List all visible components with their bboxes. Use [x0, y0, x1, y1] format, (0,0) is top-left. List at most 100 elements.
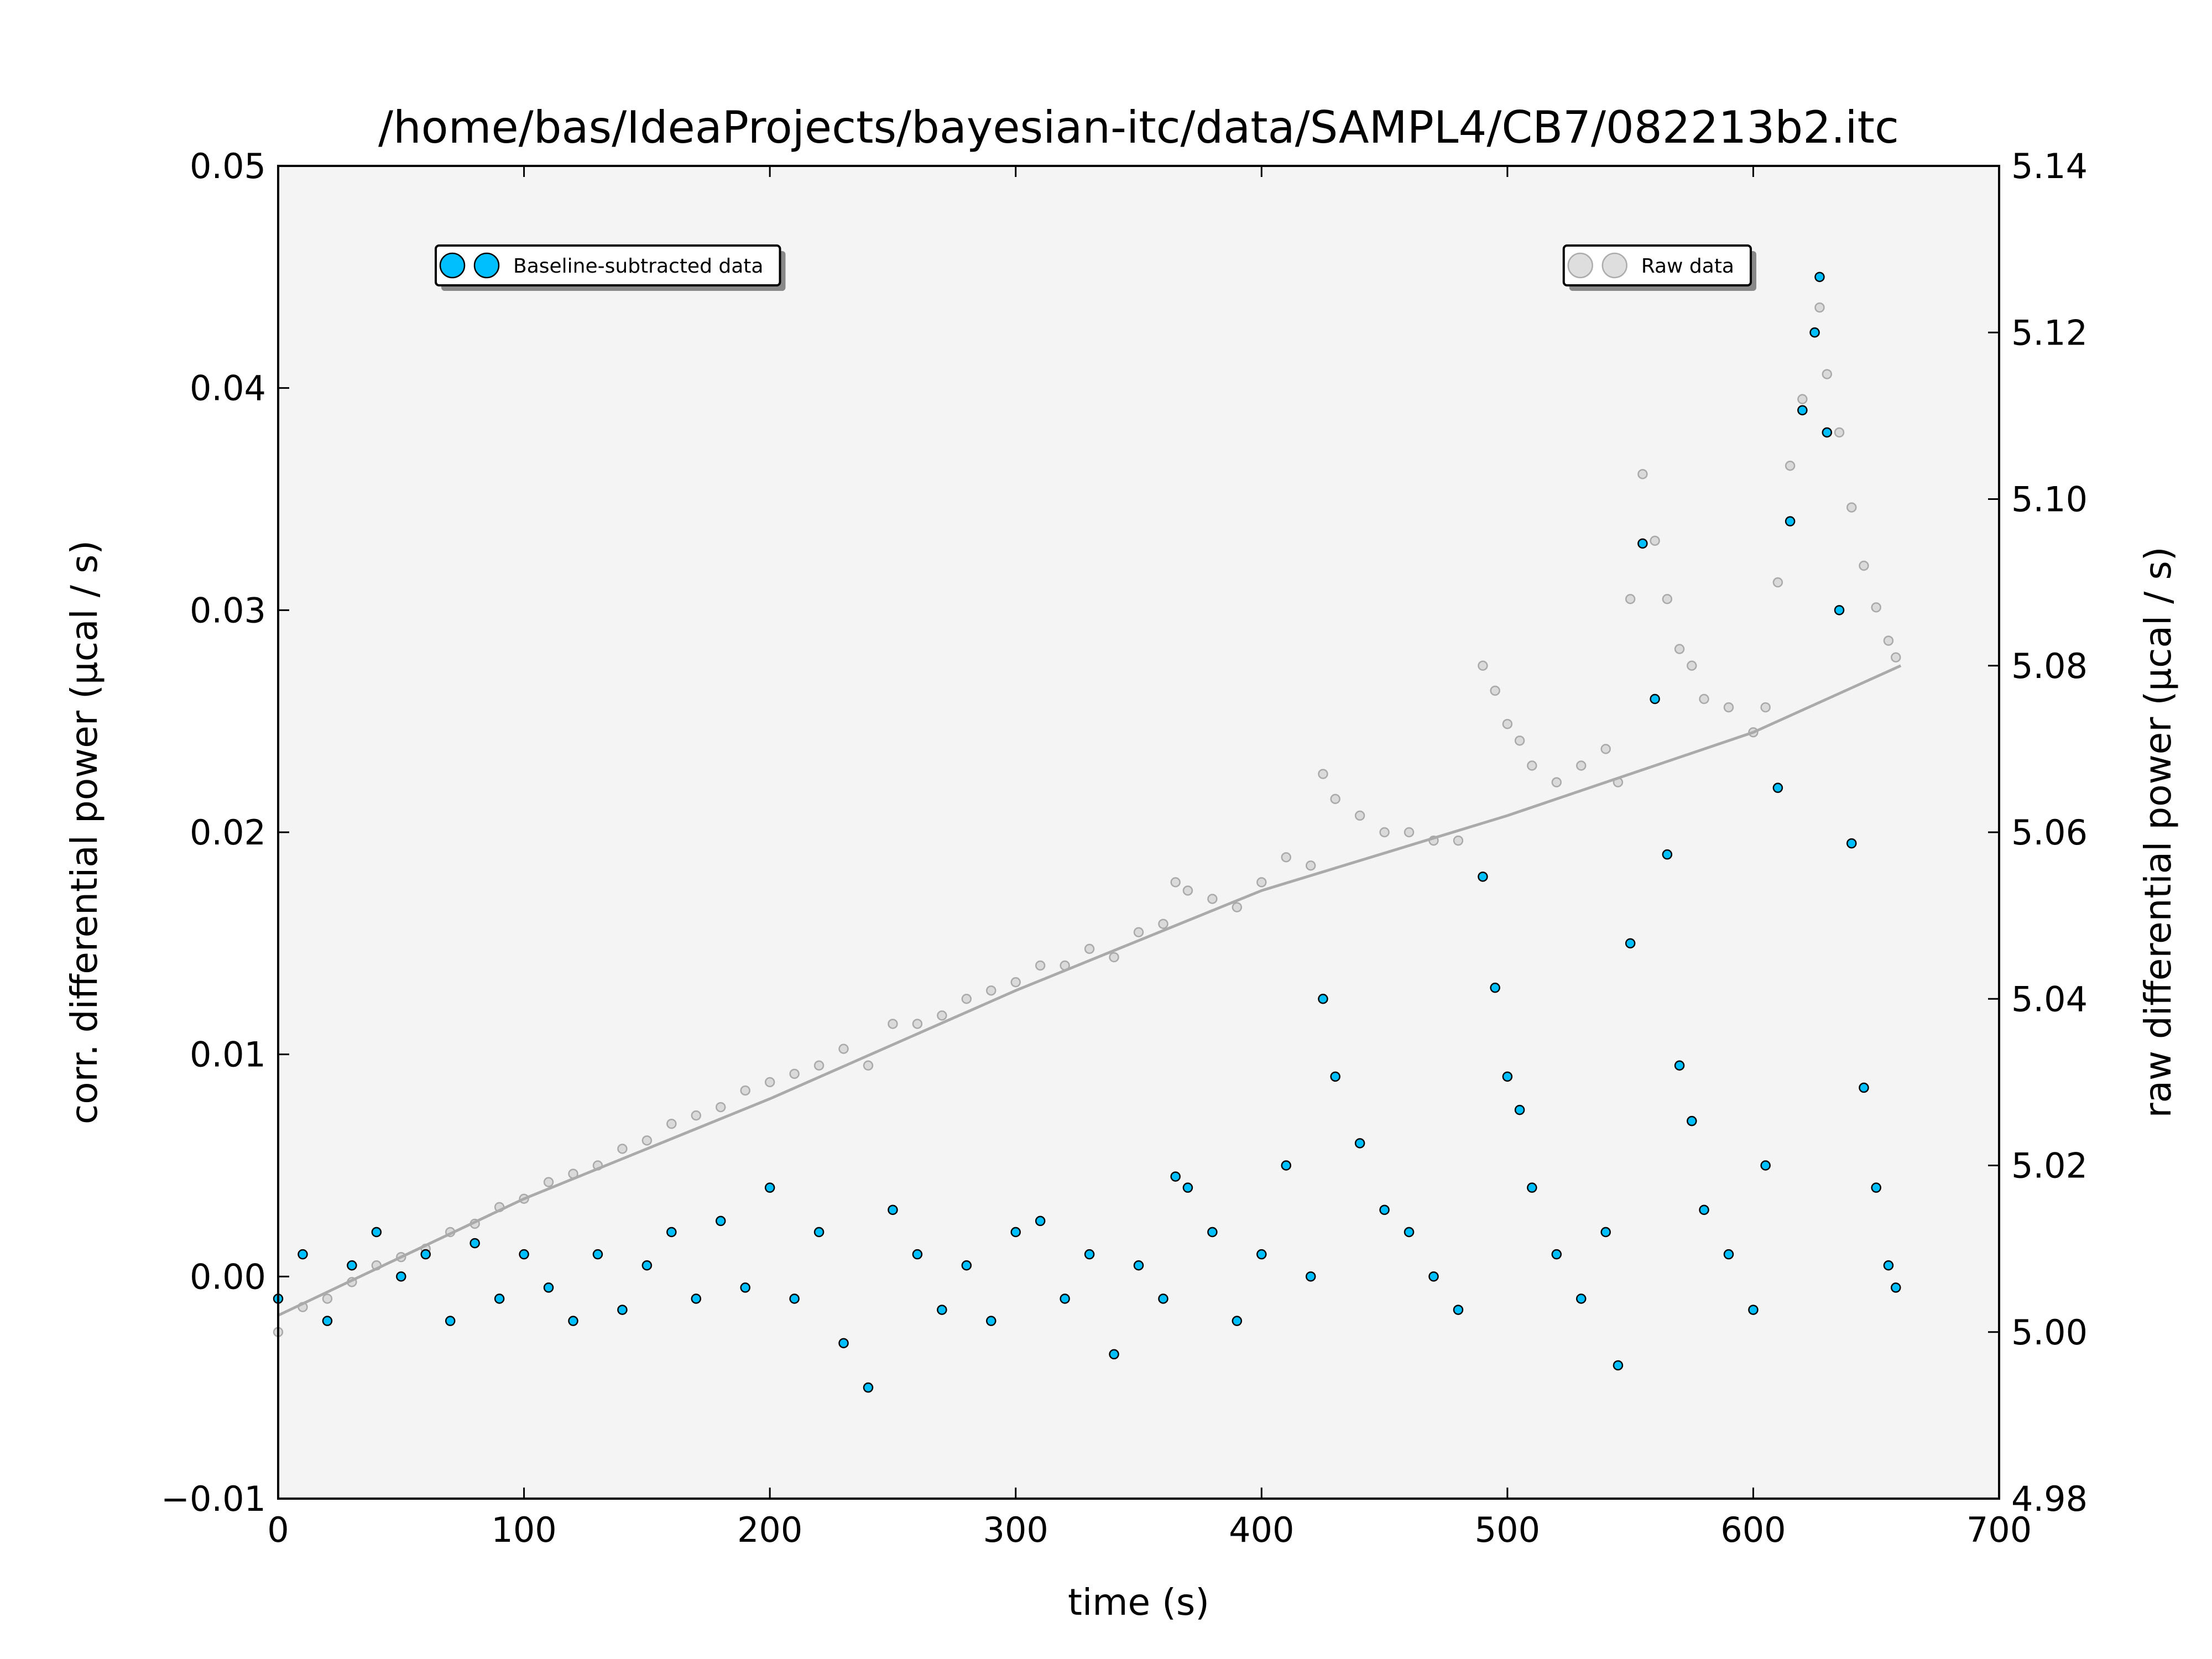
data-point: [1600, 744, 1611, 754]
y2-tick-label: 5.04: [2011, 979, 2088, 1019]
data-point: [1010, 977, 1021, 988]
data-point: [1575, 1293, 1587, 1304]
data-point: [1551, 1249, 1562, 1260]
data-point: [1637, 469, 1648, 479]
y-axis-label: corr. differential power (μcal / s): [63, 540, 106, 1124]
plot-frame: [277, 165, 2000, 1500]
data-point: [420, 1249, 431, 1260]
data-point: [1527, 760, 1537, 771]
data-point: [813, 1060, 825, 1071]
data-point: [789, 1068, 800, 1079]
data-point: [1871, 602, 1881, 613]
data-point: [1502, 1071, 1513, 1082]
data-point: [912, 1249, 923, 1260]
data-point: [1170, 1171, 1181, 1182]
data-point: [666, 1227, 677, 1238]
data-point: [691, 1110, 702, 1121]
y-tick-label: −0.01: [161, 1479, 266, 1519]
data-point: [789, 1293, 800, 1304]
legend: Baseline-subtracted data: [435, 244, 786, 291]
x-tick-label: 700: [1966, 1510, 2032, 1550]
data-point: [813, 1227, 825, 1238]
data-point: [1527, 1182, 1537, 1193]
y2-tick-label: 5.08: [2011, 646, 2088, 686]
data-point: [1772, 577, 1783, 588]
data-point: [1699, 1204, 1709, 1215]
data-point: [1133, 1260, 1144, 1271]
data-point: [1699, 693, 1709, 705]
data-point: [666, 1118, 677, 1129]
data-point: [1404, 1227, 1415, 1238]
data-point: [1760, 1160, 1771, 1171]
data-point: [1575, 760, 1587, 771]
data-point: [1814, 272, 1825, 283]
data-point: [347, 1260, 357, 1271]
data-point: [1379, 827, 1390, 838]
data-point: [1158, 919, 1168, 929]
data-point: [1514, 735, 1525, 746]
data-point: [1822, 427, 1833, 438]
baseline-line: [277, 664, 1902, 1317]
data-point: [1182, 885, 1193, 896]
data-point: [1883, 1260, 1894, 1271]
data-point: [1035, 1215, 1046, 1227]
data-point: [1687, 1115, 1697, 1126]
x-axis-label: time (s): [1068, 1581, 1209, 1624]
y2-tick-label: 5.14: [2011, 146, 2088, 186]
data-point: [1859, 1082, 1869, 1093]
data-point: [1748, 1305, 1759, 1315]
data-point: [764, 1077, 775, 1088]
y-tick-label: 0.04: [190, 368, 266, 409]
data-point: [1232, 902, 1243, 912]
y-tick-label: 0.05: [190, 146, 266, 186]
y2-tick-label: 5.10: [2011, 479, 2088, 520]
legend-marker: [1567, 252, 1593, 279]
data-point: [1404, 827, 1415, 838]
y2-axis-label: raw differential power (μcal / s): [2137, 546, 2179, 1118]
data-point: [1809, 327, 1820, 338]
y2-tick-label: 4.98: [2011, 1479, 2088, 1519]
data-point: [1514, 1104, 1525, 1115]
data-point: [1109, 952, 1119, 963]
data-point: [838, 1044, 849, 1054]
data-point: [1797, 394, 1808, 404]
legend-marker: [473, 252, 500, 279]
x-tick-label: 500: [1475, 1510, 1540, 1550]
data-point: [617, 1144, 628, 1154]
data-point: [1453, 1305, 1464, 1315]
x-tick-label: 200: [737, 1510, 802, 1550]
y2-tick-label: 5.12: [2011, 312, 2088, 353]
data-point: [1637, 538, 1648, 549]
data-point: [1871, 1182, 1881, 1193]
data-point: [1133, 927, 1144, 937]
data-point: [838, 1338, 849, 1349]
y-tick-label: 0.03: [190, 590, 266, 630]
data-point: [322, 1316, 333, 1326]
data-point: [1379, 1204, 1390, 1215]
data-point: [1182, 1182, 1193, 1193]
data-point: [1453, 835, 1464, 846]
data-point: [937, 1305, 947, 1315]
chart-title: /home/bas/IdeaProjects/bayesian-itc/data…: [378, 102, 1899, 153]
data-point: [863, 1060, 874, 1071]
x-tick-label: 600: [1720, 1510, 1786, 1550]
y2-tick-label: 5.06: [2011, 812, 2088, 853]
data-point: [1814, 302, 1825, 313]
data-point: [1650, 693, 1660, 705]
data-point: [1330, 794, 1340, 804]
y2-tick-label: 5.02: [2011, 1146, 2088, 1186]
data-point: [1650, 535, 1660, 546]
data-point: [1625, 938, 1636, 949]
data-point: [1662, 594, 1673, 604]
x-tick-label: 300: [983, 1510, 1048, 1550]
legend-marker: [1601, 252, 1627, 279]
data-point: [1551, 777, 1562, 787]
data-point: [764, 1182, 775, 1193]
data-point: [1035, 960, 1046, 971]
data-point: [1109, 1349, 1119, 1360]
data-point: [322, 1293, 333, 1304]
data-point: [1674, 644, 1685, 654]
data-point: [1859, 560, 1869, 571]
data-point: [1891, 652, 1901, 662]
